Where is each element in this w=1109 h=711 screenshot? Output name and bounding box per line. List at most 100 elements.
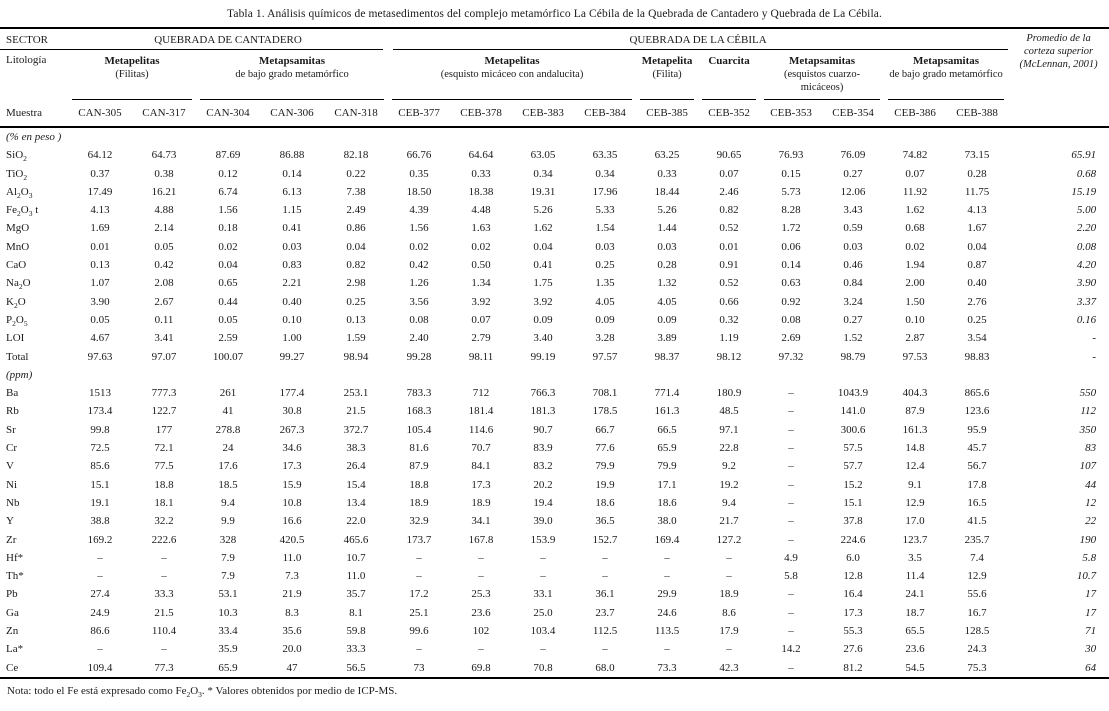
litologia-row: Litología Metapelitas (Filitas) Metapsamit… bbox=[0, 50, 1109, 100]
value-cell: 72.1 bbox=[154, 442, 174, 455]
value-cell: 224.6 bbox=[840, 533, 866, 546]
value-cell: 98.83 bbox=[964, 350, 990, 363]
sample-id: CEB-352 bbox=[698, 100, 761, 128]
value-cell: 3.92 bbox=[533, 295, 553, 308]
lithology-name: Metapsamitas bbox=[259, 55, 326, 67]
value-cell: 79.9 bbox=[595, 460, 615, 473]
value-cell: 38.3 bbox=[346, 442, 366, 455]
sample-id: CAN-318 bbox=[324, 100, 389, 128]
value-cell: 70.8 bbox=[533, 661, 553, 674]
value-cell: 766.3 bbox=[530, 387, 556, 400]
lithology-subtitle: (esquistos cuarzo-micáceos) bbox=[783, 69, 861, 93]
value-cell: 15.2 bbox=[843, 478, 863, 491]
value-cell: 33.1 bbox=[533, 588, 553, 601]
table-row: Sr 99.8 177 278.8 267.3 372.7 105.4 114.6 90.7 66… bbox=[0, 421, 1109, 439]
table-row: SiO2 64.12 64.73 87.69 86.88 82.18 66.76 64.64 6… bbox=[0, 146, 1109, 164]
value-cell: – bbox=[664, 551, 670, 564]
value-cell: 10.3 bbox=[218, 606, 238, 619]
value-cell: 25.3 bbox=[471, 588, 491, 601]
value-cell: 0.33 bbox=[657, 167, 677, 180]
value-cell: 18.8 bbox=[154, 478, 174, 491]
average-value-cell: 3.90 bbox=[1076, 277, 1097, 290]
value-cell: 15.1 bbox=[90, 478, 110, 491]
value-cell: 0.40 bbox=[967, 277, 987, 290]
value-cell: 19.31 bbox=[530, 185, 556, 198]
value-cell: 22.0 bbox=[346, 515, 366, 528]
value-cell: 0.35 bbox=[409, 167, 429, 180]
value-cell: 3.43 bbox=[843, 204, 863, 217]
value-cell: 16.5 bbox=[967, 496, 987, 509]
value-cell: 0.12 bbox=[218, 167, 238, 180]
value-cell: 1513 bbox=[89, 387, 111, 400]
value-cell: 0.15 bbox=[781, 167, 801, 180]
value-cell: – bbox=[788, 496, 794, 509]
value-cell: 42.3 bbox=[719, 661, 739, 674]
value-cell: – bbox=[788, 423, 794, 436]
value-cell: 15.1 bbox=[843, 496, 863, 509]
value-cell: – bbox=[540, 643, 546, 656]
value-cell: – bbox=[788, 460, 794, 473]
value-cell: 0.07 bbox=[471, 313, 491, 326]
average-value-cell: 15.19 bbox=[1071, 185, 1097, 198]
value-cell: 0.03 bbox=[282, 240, 302, 253]
value-cell: 90.7 bbox=[533, 423, 553, 436]
lithology-subtitle: (esquisto micáceo con andalucita) bbox=[440, 69, 584, 80]
table-row: Th* – – 7.9 7.3 11.0 – – – – – – 5.8 12.8 11.4 12.9 10.7 bbox=[0, 567, 1109, 585]
value-cell: 0.40 bbox=[282, 295, 302, 308]
value-cell: 65.9 bbox=[218, 661, 238, 674]
value-cell: 0.41 bbox=[282, 222, 302, 235]
value-cell: 0.27 bbox=[843, 313, 863, 326]
value-cell: 23.6 bbox=[471, 606, 491, 619]
row-label: V bbox=[6, 460, 14, 473]
table-row: V 85.6 77.5 17.6 17.3 26.4 87.9 84.1 83.2 79.9 79.… bbox=[0, 457, 1109, 475]
average-value-cell: 350 bbox=[1079, 423, 1097, 436]
value-cell: 17.3 bbox=[471, 478, 491, 491]
value-cell: 20.2 bbox=[533, 478, 553, 491]
value-cell: 66.7 bbox=[595, 423, 615, 436]
value-cell: 1.54 bbox=[595, 222, 615, 235]
row-label: CaO bbox=[6, 259, 27, 272]
table-row: Na2O 1.07 2.08 0.65 2.21 2.98 1.26 1.34 1.75 1.35… bbox=[0, 274, 1109, 292]
value-cell: 66.5 bbox=[657, 423, 677, 436]
value-cell: 1.34 bbox=[471, 277, 491, 290]
value-cell: – bbox=[788, 442, 794, 455]
value-cell: 54.5 bbox=[905, 661, 925, 674]
value-cell: 63.25 bbox=[654, 149, 680, 162]
value-cell: 10.8 bbox=[282, 496, 302, 509]
value-cell: 0.13 bbox=[90, 259, 110, 272]
value-cell: – bbox=[540, 570, 546, 583]
value-cell: 75.3 bbox=[967, 661, 987, 674]
value-cell: 9.2 bbox=[722, 460, 736, 473]
value-cell: 98.11 bbox=[468, 350, 494, 363]
value-cell: 8.1 bbox=[349, 606, 363, 619]
value-cell: 7.9 bbox=[221, 570, 235, 583]
value-cell: 0.38 bbox=[154, 167, 174, 180]
value-cell: 64.73 bbox=[151, 149, 177, 162]
value-cell: 169.4 bbox=[654, 533, 680, 546]
value-cell: 34.6 bbox=[282, 442, 302, 455]
value-cell: 39.0 bbox=[533, 515, 553, 528]
value-cell: 29.9 bbox=[657, 588, 677, 601]
value-cell: 81.2 bbox=[843, 661, 863, 674]
value-cell: – bbox=[664, 570, 670, 583]
average-value-cell: 3.37 bbox=[1076, 295, 1097, 308]
value-cell: 41 bbox=[222, 405, 234, 418]
value-cell: 0.02 bbox=[409, 240, 429, 253]
value-cell: – bbox=[788, 533, 794, 546]
average-value-cell: 112 bbox=[1080, 405, 1097, 418]
value-cell: 81.6 bbox=[409, 442, 429, 455]
value-cell: 372.7 bbox=[343, 423, 369, 436]
average-value-cell: - bbox=[1092, 350, 1097, 363]
lithology-subtitle: de bajo grado metamórfico bbox=[889, 69, 1003, 80]
value-cell: 3.41 bbox=[154, 332, 174, 345]
value-cell: 420.5 bbox=[279, 533, 305, 546]
value-cell: 161.3 bbox=[654, 405, 680, 418]
value-cell: 19.2 bbox=[719, 478, 739, 491]
value-cell: 2.08 bbox=[154, 277, 174, 290]
table-row: Pb 27.4 33.3 53.1 21.9 35.7 17.2 25.3 33.1 36.1 29… bbox=[0, 585, 1109, 603]
value-cell: 90.65 bbox=[716, 149, 742, 162]
value-cell: 36.1 bbox=[595, 588, 615, 601]
sample-id: CAN-317 bbox=[132, 100, 196, 128]
value-cell: 6.13 bbox=[282, 185, 302, 198]
table-row: Rb 173.4 122.7 41 30.8 21.5 168.3 181.4 181.3 178… bbox=[0, 402, 1109, 420]
